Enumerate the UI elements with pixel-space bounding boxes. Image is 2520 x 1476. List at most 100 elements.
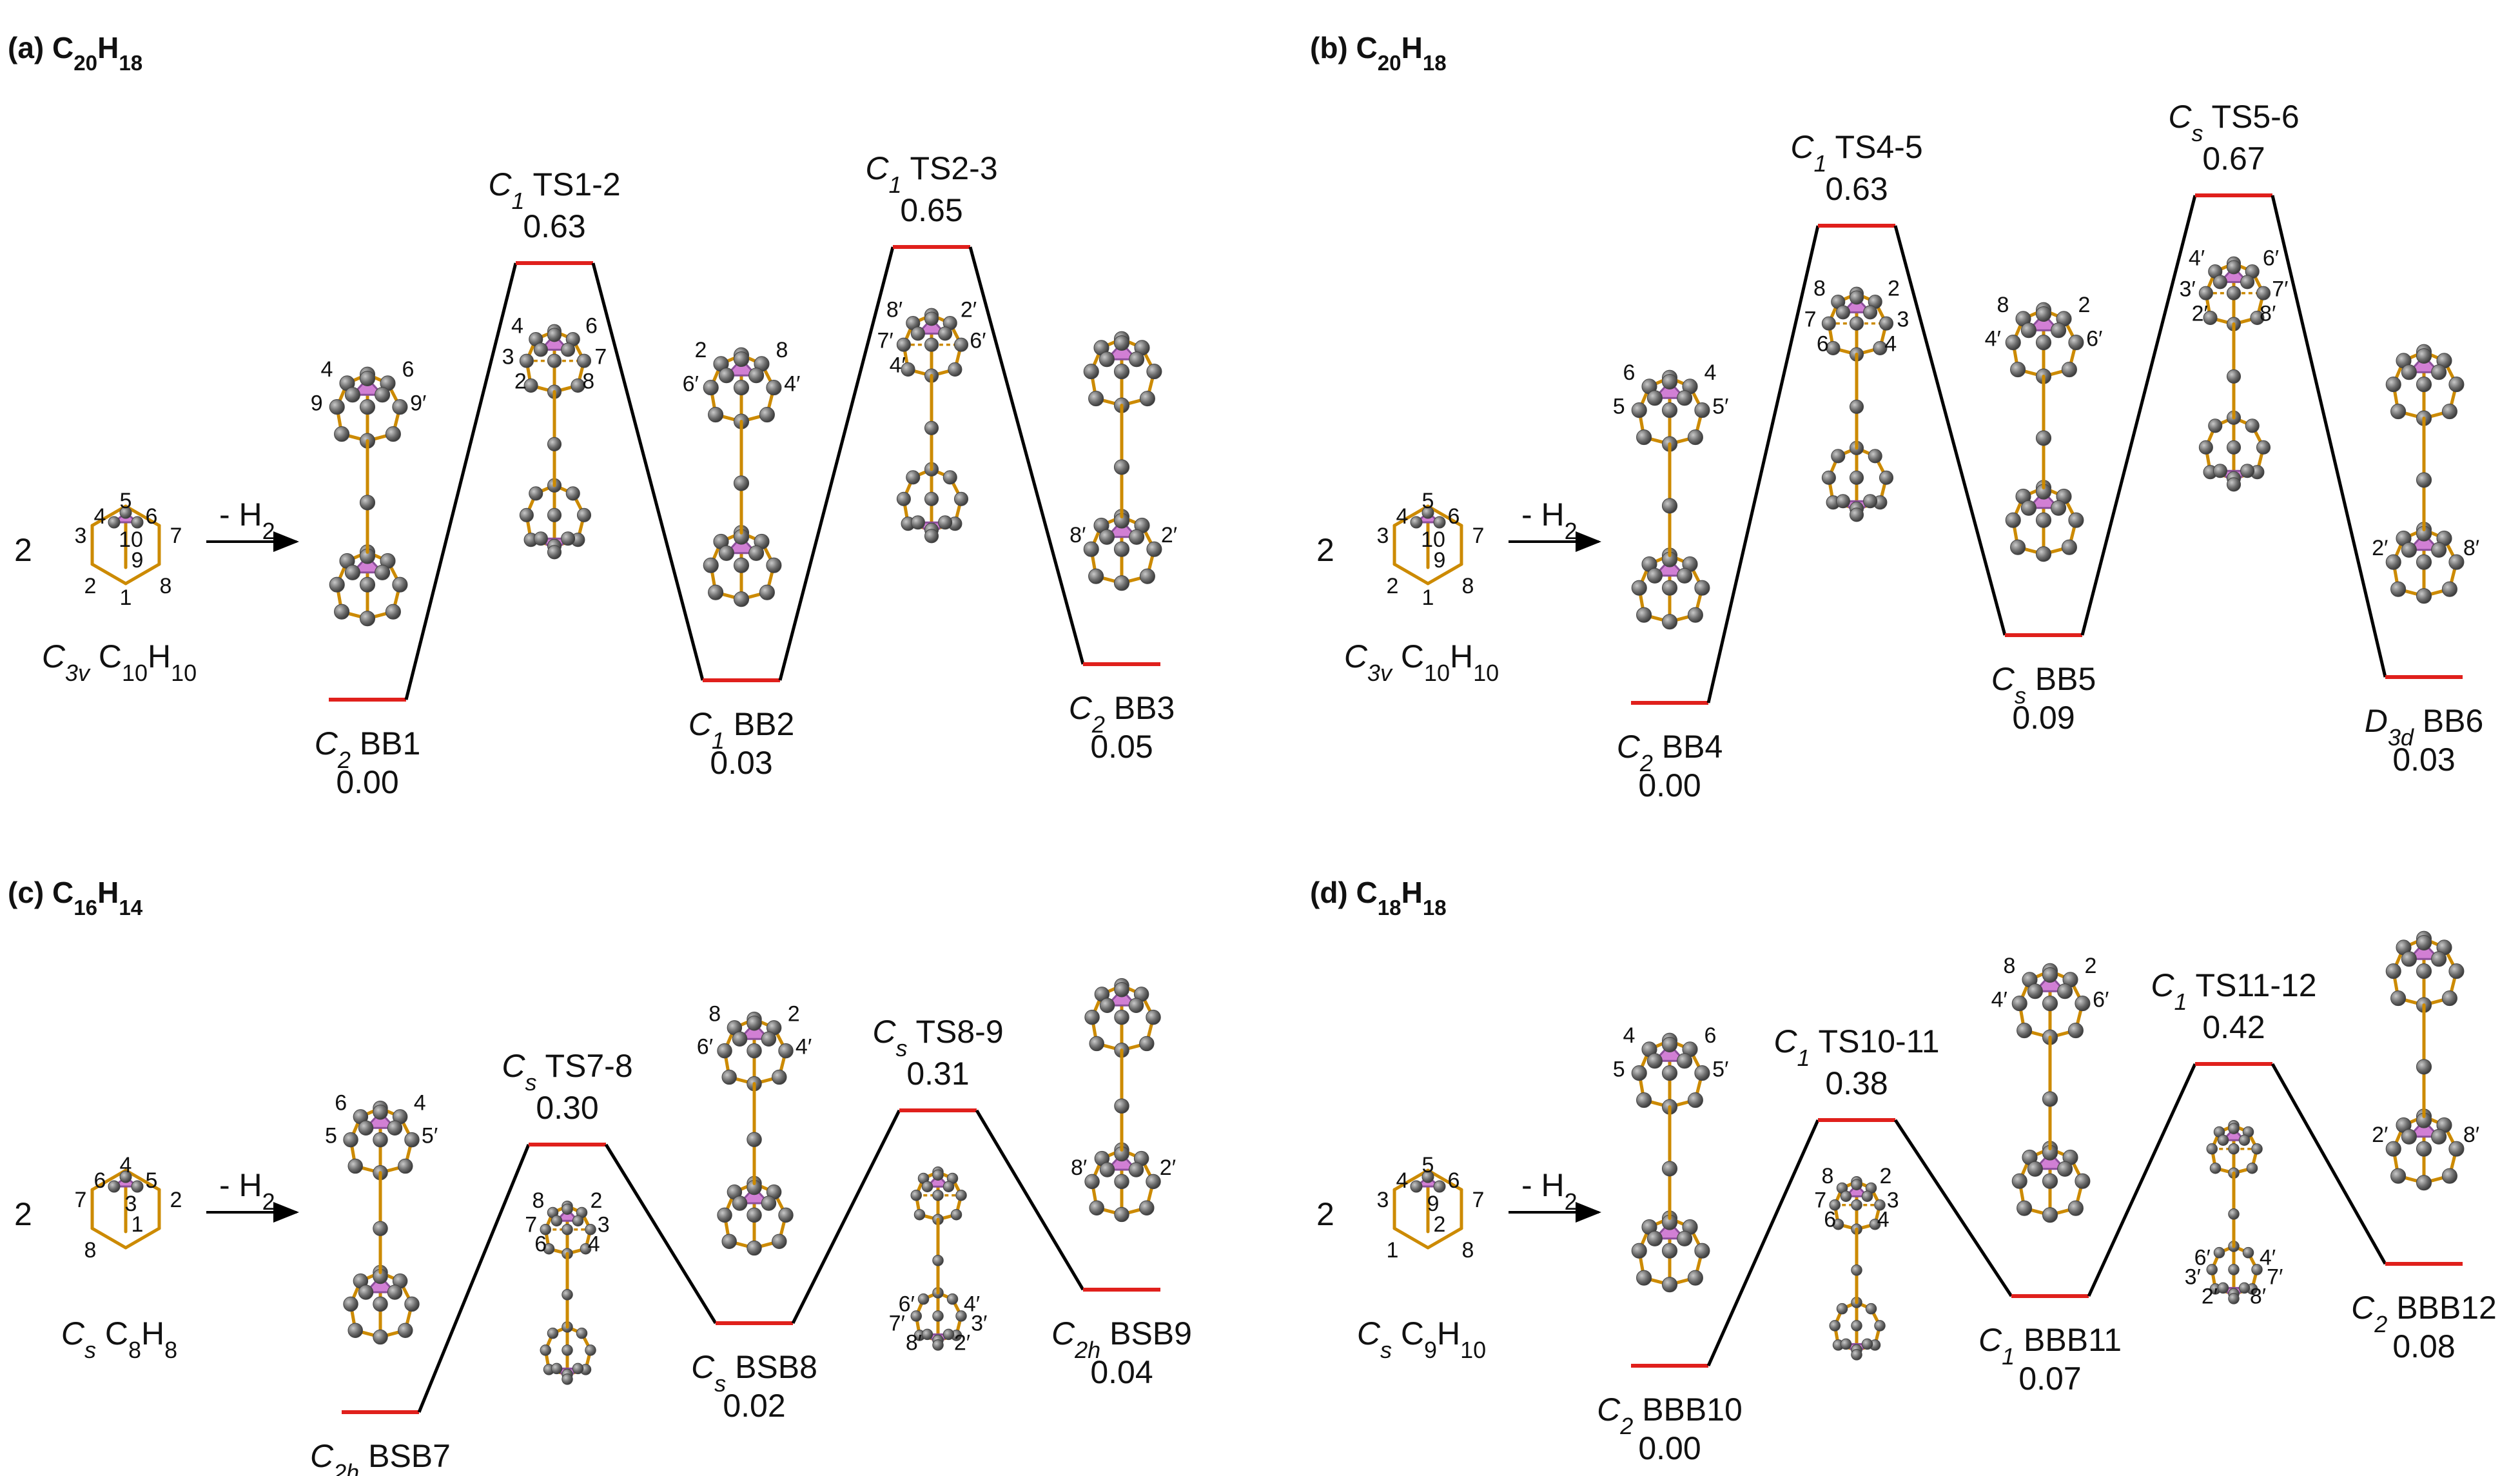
carbon-atom xyxy=(924,491,939,506)
carbon-atom xyxy=(1694,402,1710,418)
state-name: C1 TS11-12 xyxy=(2151,967,2316,1015)
carbon-atom xyxy=(2448,1141,2465,1157)
carbon-atom xyxy=(359,370,376,387)
carbon-atom xyxy=(2441,1168,2457,1184)
carbon-atom xyxy=(1849,507,1864,522)
carbon-atom xyxy=(1139,1200,1155,1215)
panel-letter: (b) xyxy=(1310,31,1348,64)
carbon-atom xyxy=(924,420,939,435)
carbon-atom xyxy=(1088,391,1104,407)
carbon-atom xyxy=(2401,364,2417,380)
atom-label: 6 xyxy=(1623,360,1636,385)
carbon-atom xyxy=(2416,472,2432,488)
carbon-atom xyxy=(1114,1009,1129,1025)
atom-label: 4 xyxy=(1877,1207,1890,1232)
relative-energy: 0.07 xyxy=(2018,1361,2081,1397)
state-label: TS5-6 xyxy=(2211,99,2299,135)
carbon-atom xyxy=(2011,996,2027,1012)
spacer xyxy=(351,725,360,762)
carbon-atom xyxy=(708,407,724,423)
point-group: C xyxy=(689,706,712,742)
cyclopropane-face xyxy=(1652,380,1687,399)
carbon-atom xyxy=(119,506,132,519)
cyclopropane-face xyxy=(2407,532,2441,551)
bond xyxy=(1426,1168,1463,1192)
carbon-atom xyxy=(2441,581,2457,597)
carbon-atom xyxy=(2057,1161,2073,1177)
pathway-connector xyxy=(2080,195,2197,636)
carbon-atom xyxy=(1861,1338,1873,1350)
carbon-atom xyxy=(1832,1218,1844,1230)
carbon-atom xyxy=(2416,348,2432,364)
atom-label: 5′ xyxy=(1712,1057,1728,1081)
carbon-atom xyxy=(2075,996,2091,1012)
carbon-atom xyxy=(2226,477,2242,492)
atom-label: 2 xyxy=(170,1188,182,1212)
carbon-atom xyxy=(2075,1173,2091,1189)
carbon-atom xyxy=(2035,430,2052,446)
reactant-molecule: 54 610 3 7 9 2 8 1 xyxy=(1377,489,1485,610)
carbon-atom xyxy=(359,495,376,511)
carbon-atom xyxy=(1646,390,1663,406)
atom-label: 8 xyxy=(708,1002,721,1027)
state-label: BB1 xyxy=(360,725,421,762)
atom-label: 5 xyxy=(1422,1153,1434,1177)
carbon-atom xyxy=(733,591,750,607)
atom-label: 3 xyxy=(125,1192,137,1216)
atom-label: 2 xyxy=(2078,293,2091,317)
carbon-atom xyxy=(1099,529,1115,545)
atom-label: 2 xyxy=(514,369,527,394)
carbon-atom xyxy=(375,387,391,403)
atom-label: 2 xyxy=(1434,1212,1446,1237)
formula-h: H xyxy=(1402,876,1423,909)
panel-title: (d) C18H18 xyxy=(1310,876,1447,920)
spacer xyxy=(2015,1322,2024,1358)
carbon-atom xyxy=(953,337,969,352)
atom-label: 9 xyxy=(1427,1192,1440,1216)
carbon-atom xyxy=(2401,951,2417,967)
carbon-atom xyxy=(946,1293,959,1305)
carbon-atom xyxy=(943,1328,955,1341)
relative-energy: 0.00 xyxy=(336,764,398,800)
atom-label: 8′ xyxy=(2463,536,2479,560)
cyclopropane-face xyxy=(350,377,385,396)
relative-energy: 0.09 xyxy=(2012,700,2075,736)
spacer xyxy=(1348,31,1356,64)
spacer xyxy=(2026,661,2035,697)
carbon-atom xyxy=(358,1284,374,1300)
carbon-atom xyxy=(1677,1230,1693,1246)
cyclopropane-face xyxy=(350,555,385,574)
molecule-bbb12: 2′ 8′ xyxy=(2372,930,2479,1191)
point-group-sub: 1 xyxy=(1813,150,1826,177)
carbon-atom xyxy=(2256,286,2271,300)
carbon-atom xyxy=(1636,1270,1652,1286)
bond xyxy=(1426,562,1463,585)
carbon-atom xyxy=(1661,402,1678,418)
state-label: BBB11 xyxy=(2024,1322,2122,1358)
carbon-atom xyxy=(2431,542,2447,558)
carbon-atom xyxy=(2198,440,2213,455)
carbon-atom xyxy=(547,545,562,560)
formula-c: C xyxy=(1401,1315,1424,1352)
panel-letter: (d) xyxy=(1310,876,1348,909)
relative-energy: 0.04 xyxy=(1090,1354,1153,1390)
state-name: Cs BB5 xyxy=(1991,661,2096,709)
carbon-atom xyxy=(2042,1091,2058,1107)
spacer xyxy=(1826,129,1835,165)
formula-sub: 8 xyxy=(164,1337,177,1363)
atom-label: 3 xyxy=(502,344,514,369)
atom-label: 2 xyxy=(1387,574,1399,598)
carbon-atom xyxy=(910,1189,922,1201)
carbon-atom xyxy=(565,486,580,501)
carbon-atom xyxy=(2020,322,2037,339)
carbon-atom xyxy=(747,1043,762,1059)
carbon-atom xyxy=(1083,364,1099,380)
pathway-connector xyxy=(2271,195,2387,678)
carbon-atom xyxy=(1114,1098,1129,1114)
spacer xyxy=(44,31,52,64)
carbon-atom xyxy=(540,1223,551,1235)
atom-label: 5 xyxy=(1422,489,1434,513)
point-group-sub: 3v xyxy=(65,660,91,686)
carbon-atom xyxy=(732,1196,748,1211)
point-group: C xyxy=(1617,729,1641,765)
